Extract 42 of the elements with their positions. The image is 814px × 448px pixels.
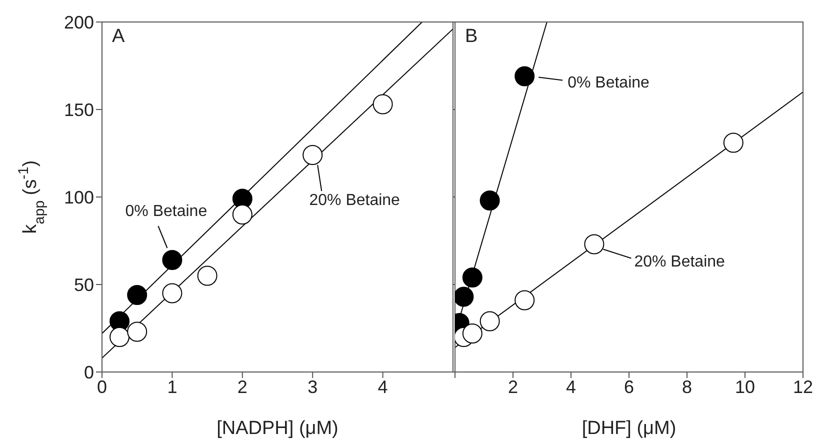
point — [127, 285, 148, 305]
point — [462, 324, 482, 344]
point — [480, 311, 500, 332]
point — [514, 66, 535, 86]
y-tick-label: 50 — [74, 274, 94, 295]
point — [162, 250, 182, 270]
y-tick-label: 0 — [84, 362, 94, 382]
x-tick-label: 12 — [792, 376, 814, 397]
point — [372, 94, 393, 114]
point — [197, 266, 218, 286]
point — [110, 327, 130, 347]
point — [514, 290, 535, 310]
point — [127, 322, 148, 342]
point — [462, 268, 482, 288]
annotation: 0% Betaine — [125, 203, 208, 220]
x-tick-label: 4 — [566, 376, 576, 397]
x-tick-label: 10 — [734, 376, 756, 397]
point — [162, 283, 182, 304]
x-tick-label: 4 — [378, 376, 388, 397]
y-tick-label: 150 — [64, 100, 94, 120]
x-tick-label: 2 — [508, 376, 518, 397]
x-tick-label: 0 — [96, 376, 108, 397]
point — [232, 204, 252, 224]
annotation: 20% Betaine — [309, 192, 400, 210]
annotation: B — [465, 26, 478, 47]
x-tick-label: 1 — [167, 376, 178, 397]
annotation: A — [112, 26, 125, 47]
x-tick-label: 8 — [682, 376, 692, 397]
x-tick-label: 3 — [308, 376, 318, 397]
point — [584, 234, 604, 254]
point — [455, 286, 474, 307]
y-tick-label: 200 — [64, 12, 94, 32]
point — [723, 132, 744, 153]
annotation: 20% Betaine — [634, 253, 726, 270]
point — [302, 145, 323, 165]
x-tick-label: 6 — [624, 376, 634, 397]
x-axis-title: [DHF] (μM) — [582, 418, 676, 439]
x-tick-label: 2 — [237, 376, 248, 397]
x-axis-title: [NADPH] (μM) — [216, 418, 338, 439]
annotation: 0% Betaine — [568, 74, 650, 92]
point — [480, 190, 500, 210]
y-tick-label: 100 — [64, 187, 94, 208]
